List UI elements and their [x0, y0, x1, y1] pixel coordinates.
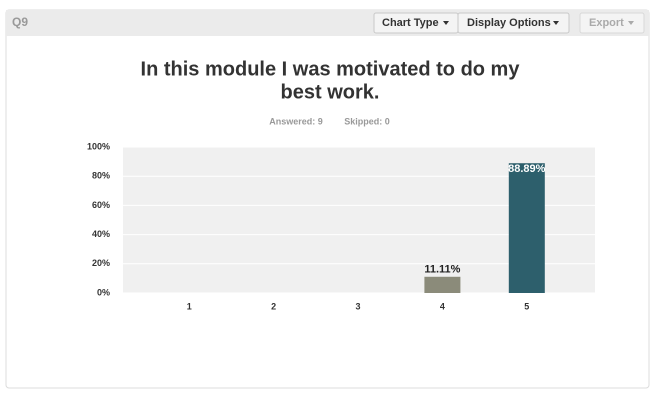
button-label[interactable]: Chart Type [382, 17, 439, 29]
x-tick-label: 4 [440, 301, 445, 311]
button-bg[interactable] [457, 12, 570, 34]
y-tick-label: 80% [92, 171, 110, 181]
button-bg[interactable] [579, 12, 645, 34]
answered: Answered: 9 [269, 116, 323, 126]
value-label: 88.89% [508, 163, 546, 175]
dropdown-arrow [443, 21, 449, 25]
bar [424, 276, 461, 293]
x-tick-label: 2 [271, 301, 276, 311]
x-tick-label: 3 [355, 301, 360, 311]
skipped: Skipped: 0 [344, 116, 390, 126]
y-tick-label: 60% [92, 200, 110, 210]
y-tick-label: 20% [92, 258, 110, 268]
chart-title: best work. [281, 81, 380, 103]
y-tick-label: 100% [87, 141, 110, 151]
y-tick-label: 0% [97, 287, 110, 297]
question-label: Q9 [12, 15, 28, 29]
value-label: 11.11% [424, 264, 460, 276]
chart-title: In this module I was motivated to do my [141, 58, 521, 80]
dropdown-arrow [553, 21, 559, 25]
display-options-button[interactable]: Display Options [457, 12, 570, 34]
dropdown-arrow [628, 21, 634, 25]
x-tick-label: 1 [187, 301, 192, 311]
button-label[interactable]: Export [589, 17, 624, 29]
bar [508, 163, 545, 293]
chart-type-button[interactable]: Chart Type [373, 12, 459, 34]
button-label[interactable]: Display Options [467, 17, 551, 29]
y-tick-label: 40% [92, 229, 110, 239]
x-tick-label: 5 [524, 301, 529, 311]
export-button[interactable]: Export [579, 12, 645, 34]
